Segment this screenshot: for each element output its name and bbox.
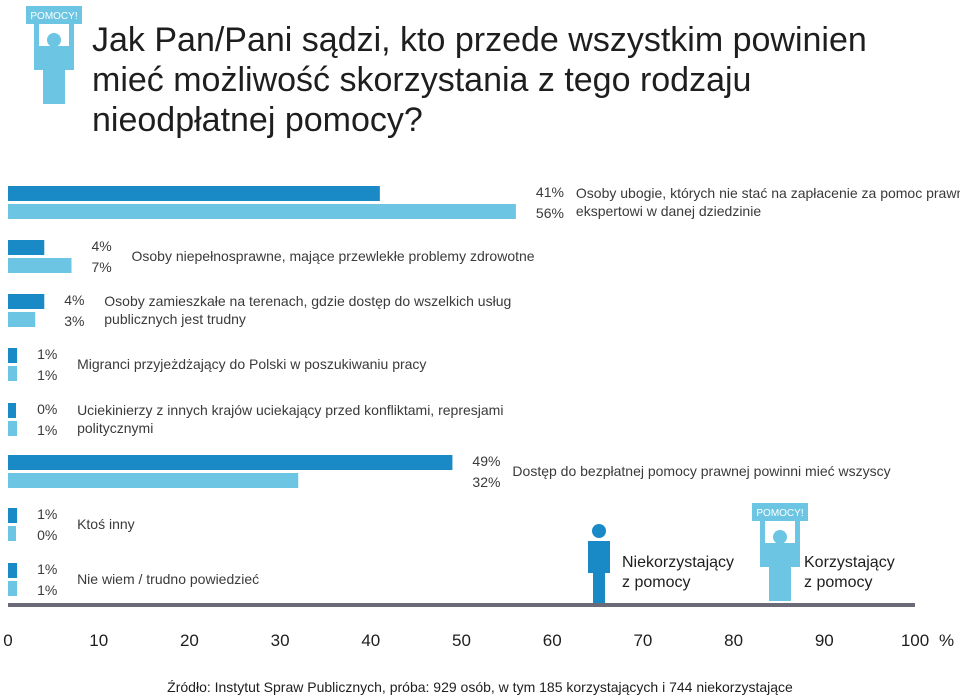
tick-label: 50 xyxy=(452,631,471,650)
data-label: 1% xyxy=(37,582,57,598)
bar xyxy=(8,403,16,418)
legend-label: z pomocy xyxy=(622,574,690,591)
bar xyxy=(8,455,453,470)
tick-label: 30 xyxy=(271,631,290,650)
tick-label: 90 xyxy=(815,631,834,650)
category-label: Nie wiem / trudno powiedzieć xyxy=(77,571,259,587)
sign-board xyxy=(26,6,82,24)
category-label: Migranci przyjeżdżający do Polski w posz… xyxy=(77,356,426,372)
tick-label: 10 xyxy=(89,631,108,650)
data-label: 4% xyxy=(64,292,84,308)
sign-text: POMOCY! xyxy=(756,508,803,519)
bar xyxy=(8,508,18,523)
raised-arm-right xyxy=(795,521,800,547)
tick-label: 0 xyxy=(3,631,12,650)
bar xyxy=(8,421,18,436)
icons: POMOCY! POMOCY! xyxy=(26,6,808,606)
tick-label: 100 xyxy=(901,631,929,650)
bar xyxy=(8,581,18,596)
unit-label: % xyxy=(939,631,954,650)
bar xyxy=(8,240,45,255)
tick-label: 20 xyxy=(180,631,199,650)
tick-label: 70 xyxy=(633,631,652,650)
bar xyxy=(8,526,16,541)
legend-label: Niekorzystający xyxy=(622,554,734,571)
bar xyxy=(8,204,516,219)
category-label: Ktoś inny xyxy=(77,516,135,532)
data-label: 1% xyxy=(37,367,57,383)
category-label: Dostęp do bezpłatnej pomocy prawnej powi… xyxy=(512,463,890,479)
data-label: 3% xyxy=(64,313,84,329)
tick-label: 60 xyxy=(543,631,562,650)
chart-title: Jak Pan/Pani sądzi, kto przede wszystkim… xyxy=(92,21,867,139)
bar xyxy=(8,348,18,363)
category-label: Osoby zamieszkałe na terenach, gdzie dos… xyxy=(104,293,511,309)
person-icon xyxy=(588,524,610,606)
person-holding-sign-icon: POMOCY! xyxy=(752,503,808,601)
sign-text: POMOCY! xyxy=(30,11,77,22)
category-label: politycznymi xyxy=(77,420,153,436)
bar xyxy=(8,258,72,273)
data-label: 49% xyxy=(472,453,500,469)
data-label: 7% xyxy=(91,259,111,275)
category-label: Osoby ubogie, których nie stać na zapłac… xyxy=(576,185,960,201)
data-label: 1% xyxy=(37,422,57,438)
tick-label: 40 xyxy=(361,631,380,650)
category-label: ekspertowi w danej dziedzinie xyxy=(576,203,761,219)
raised-arm-right xyxy=(69,24,74,50)
legend-label: Korzystający xyxy=(804,554,895,571)
data-label: 41% xyxy=(536,184,564,200)
legend-label: z pomocy xyxy=(804,574,872,591)
person-head xyxy=(592,524,606,538)
bar xyxy=(8,312,36,327)
source-note: Źródło: Instytut Spraw Publicznych, prób… xyxy=(167,679,793,695)
person-head xyxy=(773,530,787,544)
data-label: 1% xyxy=(37,561,57,577)
tick-label: 80 xyxy=(724,631,743,650)
bar xyxy=(8,473,299,488)
data-label: 56% xyxy=(536,205,564,221)
raised-arm-left xyxy=(760,521,765,547)
person-body xyxy=(588,541,610,606)
data-label: 32% xyxy=(472,474,500,490)
bar xyxy=(8,563,18,578)
category-label: publicznych jest trudny xyxy=(104,311,246,327)
category-label: Osoby niepełnosprawne, mające przewlekłe… xyxy=(131,248,534,264)
data-label: 1% xyxy=(37,346,57,362)
person-holding-sign-icon: POMOCY! xyxy=(26,6,82,104)
data-label: 0% xyxy=(37,401,57,417)
person-head xyxy=(47,33,61,47)
data-label: 1% xyxy=(37,506,57,522)
bar xyxy=(8,366,18,381)
bar xyxy=(8,186,380,201)
data-label: 0% xyxy=(37,527,57,543)
data-label: 4% xyxy=(91,238,111,254)
bar xyxy=(8,294,45,309)
raised-arm-left xyxy=(34,24,39,50)
sign-board xyxy=(752,503,808,521)
person-body xyxy=(34,46,74,104)
category-label: Uciekinierzy z innych krajów uciekający … xyxy=(77,402,503,418)
person-body xyxy=(760,543,800,601)
